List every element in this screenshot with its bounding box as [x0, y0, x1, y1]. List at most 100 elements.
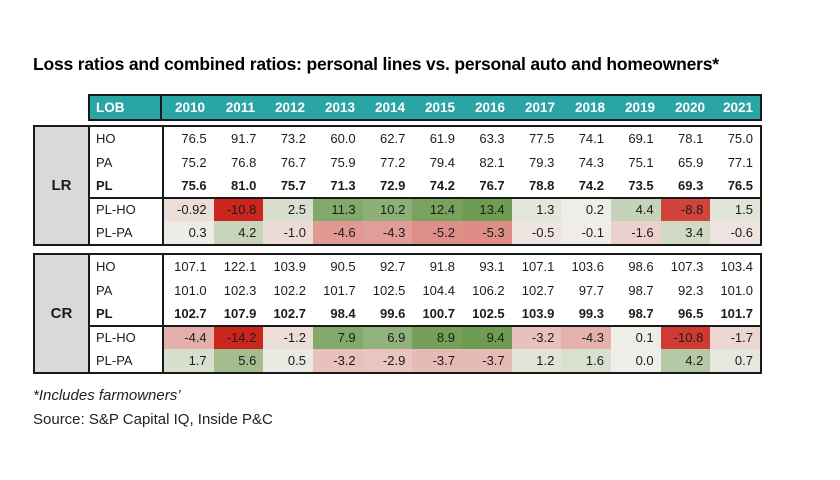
cell-cr-pl-ho-2016: 9.4 — [462, 325, 512, 349]
col-header-2021: 2021 — [712, 94, 762, 121]
footnote-source: Source: S&P Capital IQ, Inside P&C — [33, 410, 273, 428]
cell-cr-ho-2019: 98.6 — [611, 254, 661, 279]
cell-lr-pl-pa-2018: -0.1 — [561, 220, 611, 244]
cell-cr-pa-2020: 92.3 — [660, 278, 711, 302]
col-header-2015: 2015 — [412, 94, 462, 121]
cell-cr-pl-ho-2019: 0.1 — [611, 325, 661, 349]
row-label-lr-pl: PL — [90, 173, 164, 198]
cell-lr-pa-2012: 76.7 — [263, 150, 313, 174]
cell-cr-pl-ho-2015: 8.9 — [412, 325, 462, 349]
cell-lr-ho-2021: 75.0 — [710, 127, 760, 151]
col-header-2012: 2012 — [262, 94, 312, 121]
cell-lr-pl-ho-2015: 12.4 — [412, 197, 462, 221]
cell-cr-pl-pa-2017: 1.2 — [511, 348, 562, 372]
cell-lr-pl-ho-2017: 1.3 — [511, 197, 562, 221]
row-label-cr-pl-ho: PL-HO — [90, 325, 164, 349]
cell-lr-ho-2015: 61.9 — [412, 127, 462, 151]
cell-cr-pl-2011: 107.9 — [213, 301, 264, 326]
cell-lr-pl-2020: 69.3 — [660, 173, 711, 198]
cell-lr-pa-2020: 65.9 — [660, 150, 711, 174]
cell-lr-pl-2017: 78.8 — [511, 173, 562, 198]
cell-cr-ho-2017: 107.1 — [511, 254, 562, 279]
section-cr: CR HO 107.1 122.1 103.9 90.5 92.7 91.8 93.1 107.1… — [33, 252, 762, 374]
col-header-2018: 2018 — [562, 94, 612, 121]
cell-cr-ho-2010: 107.1 — [164, 254, 214, 279]
cell-cr-pa-2013: 101.7 — [313, 278, 363, 302]
cell-cr-pa-2011: 102.3 — [213, 278, 264, 302]
cell-lr-pa-2016: 82.1 — [462, 150, 512, 174]
section-lr: LR HO 76.5 91.7 73.2 60.0 62.7 61.9 63.3 77.5 74.1… — [33, 125, 762, 246]
cell-lr-pl-pa-2012: -1.0 — [263, 220, 313, 244]
cell-lr-pa-2017: 79.3 — [511, 150, 562, 174]
cell-lr-pl-ho-2012: 2.5 — [263, 197, 313, 221]
cell-cr-pl-pa-2021: 0.7 — [710, 348, 760, 372]
cell-cr-pl-2012: 102.7 — [263, 301, 313, 326]
page-title: Loss ratios and combined ratios: persona… — [33, 54, 719, 74]
cell-cr-pa-2019: 98.7 — [611, 278, 661, 302]
cell-lr-ho-2020: 78.1 — [660, 127, 711, 151]
cell-cr-ho-2012: 103.9 — [263, 254, 313, 279]
cell-lr-pl-ho-2018: 0.2 — [561, 197, 611, 221]
cell-lr-pl-pa-2010: 0.3 — [164, 220, 214, 244]
section-label-cr: CR — [35, 254, 90, 372]
cell-lr-pl-2010: 75.6 — [164, 173, 214, 198]
cell-lr-ho-2011: 91.7 — [213, 127, 264, 151]
cell-cr-pa-2014: 102.5 — [362, 278, 413, 302]
row-label-lr-pl-ho: PL-HO — [90, 197, 164, 221]
cell-lr-pa-2011: 76.8 — [213, 150, 264, 174]
cell-lr-ho-2012: 73.2 — [263, 127, 313, 151]
cell-lr-pl-2019: 73.5 — [611, 173, 661, 198]
cell-lr-pl-2011: 81.0 — [213, 173, 264, 198]
row-label-lr-ho: HO — [90, 127, 164, 151]
row-label-cr-pl-pa: PL-PA — [90, 348, 164, 372]
table-header-row: LOB 2010 2011 2012 2013 2014 2015 2016 2017 2018… — [33, 94, 762, 121]
cell-cr-ho-2020: 107.3 — [660, 254, 711, 279]
cell-cr-pa-2010: 101.0 — [164, 278, 214, 302]
cell-lr-ho-2016: 63.3 — [462, 127, 512, 151]
col-header-2019: 2019 — [612, 94, 662, 121]
section-label-lr: LR — [35, 127, 90, 244]
cell-lr-pl-2013: 71.3 — [313, 173, 363, 198]
cell-cr-pl-2020: 96.5 — [660, 301, 711, 326]
footnote-includes-farmowners: *Includes farmowners’ — [33, 386, 181, 404]
cell-lr-pl-ho-2013: 11.3 — [313, 197, 363, 221]
cell-cr-pl-2010: 102.7 — [164, 301, 214, 326]
header-corner-spacer — [33, 94, 88, 121]
cell-cr-pa-2015: 104.4 — [412, 278, 462, 302]
cell-lr-pl-2016: 76.7 — [462, 173, 512, 198]
cell-cr-pl-2017: 103.9 — [511, 301, 562, 326]
col-header-2014: 2014 — [362, 94, 412, 121]
cell-cr-pa-2017: 102.7 — [511, 278, 562, 302]
cell-cr-pl-pa-2014: -2.9 — [362, 348, 413, 372]
cell-cr-ho-2014: 92.7 — [362, 254, 413, 279]
cell-lr-pl-pa-2017: -0.5 — [511, 220, 562, 244]
cell-cr-pa-2018: 97.7 — [561, 278, 611, 302]
cell-cr-pa-2016: 106.2 — [462, 278, 512, 302]
cell-lr-pl-pa-2021: -0.6 — [710, 220, 760, 244]
cell-cr-ho-2021: 103.4 — [710, 254, 760, 279]
cell-cr-ho-2016: 93.1 — [462, 254, 512, 279]
cell-cr-ho-2013: 90.5 — [313, 254, 363, 279]
cell-cr-pl-2019: 98.7 — [611, 301, 661, 326]
cell-cr-ho-2015: 91.8 — [412, 254, 462, 279]
cell-lr-pl-ho-2020: -8.8 — [660, 197, 711, 221]
col-header-2020: 2020 — [662, 94, 712, 121]
cell-cr-pl-ho-2010: -4.4 — [164, 325, 214, 349]
cell-lr-pl-ho-2011: -10.8 — [213, 197, 264, 221]
cell-cr-pl-ho-2017: -3.2 — [511, 325, 562, 349]
cell-lr-pl-pa-2013: -4.6 — [313, 220, 363, 244]
col-header-2010: 2010 — [162, 94, 212, 121]
cell-cr-pl-2016: 102.5 — [462, 301, 512, 326]
cell-lr-pl-ho-2010: -0.92 — [164, 197, 214, 221]
cell-cr-pl-pa-2018: 1.6 — [561, 348, 611, 372]
cell-lr-pl-2015: 74.2 — [412, 173, 462, 198]
cell-cr-pl-ho-2020: -10.8 — [660, 325, 711, 349]
cell-lr-pl-ho-2016: 13.4 — [462, 197, 512, 221]
cell-cr-pl-ho-2021: -1.7 — [710, 325, 760, 349]
col-header-2016: 2016 — [462, 94, 512, 121]
cell-lr-pa-2013: 75.9 — [313, 150, 363, 174]
cell-cr-pl-pa-2016: -3.7 — [462, 348, 512, 372]
row-label-cr-ho: HO — [90, 254, 164, 279]
cell-cr-pl-ho-2011: -14.2 — [213, 325, 264, 349]
